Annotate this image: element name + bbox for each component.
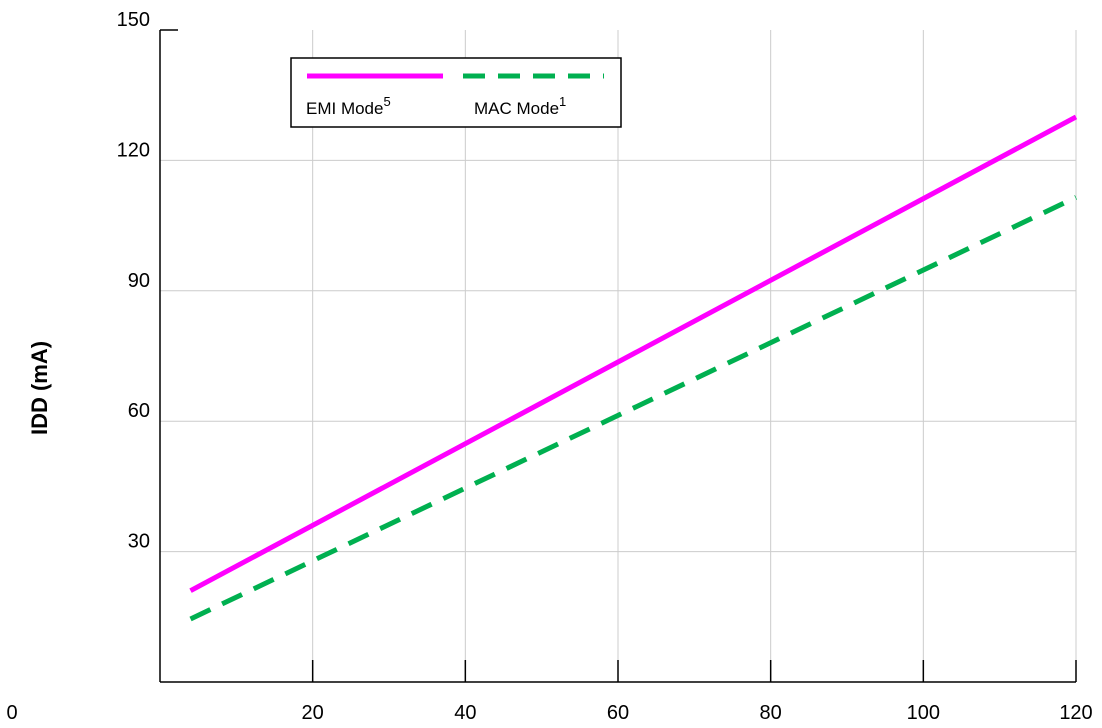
series-line-1 [189,114,1078,593]
grid [160,30,1077,682]
axes [159,29,1077,683]
x-tick-label: 100 [907,702,940,724]
y-axis-title: IDD (mA) [27,341,52,435]
y-tick-label: 150 [117,9,150,31]
x-tick-label: 60 [607,702,629,724]
y-tick-label: 90 [128,270,150,292]
x-tick-label: 40 [454,702,476,724]
legend-box [290,57,622,128]
tick-labels: 0 20 40 60 80 100 120 30 60 90 120 150 [6,9,1092,724]
legend-label-2: MAC Mode1 [474,94,566,118]
x-tick-label: 20 [302,702,324,724]
series-line-2 [189,195,1078,622]
y-tick-label: 30 [128,531,150,553]
legend-label-1: EMI Mode5 [306,94,391,118]
y-tick-label: 60 [128,400,150,422]
x-tick-label: 0 [6,702,17,724]
series-lines [189,114,1078,622]
x-tick-label: 120 [1059,702,1092,724]
x-tick-label: 80 [760,702,782,724]
y-tick-label: 120 [117,139,150,161]
legend: EMI Mode5 MAC Mode1 [290,57,622,128]
